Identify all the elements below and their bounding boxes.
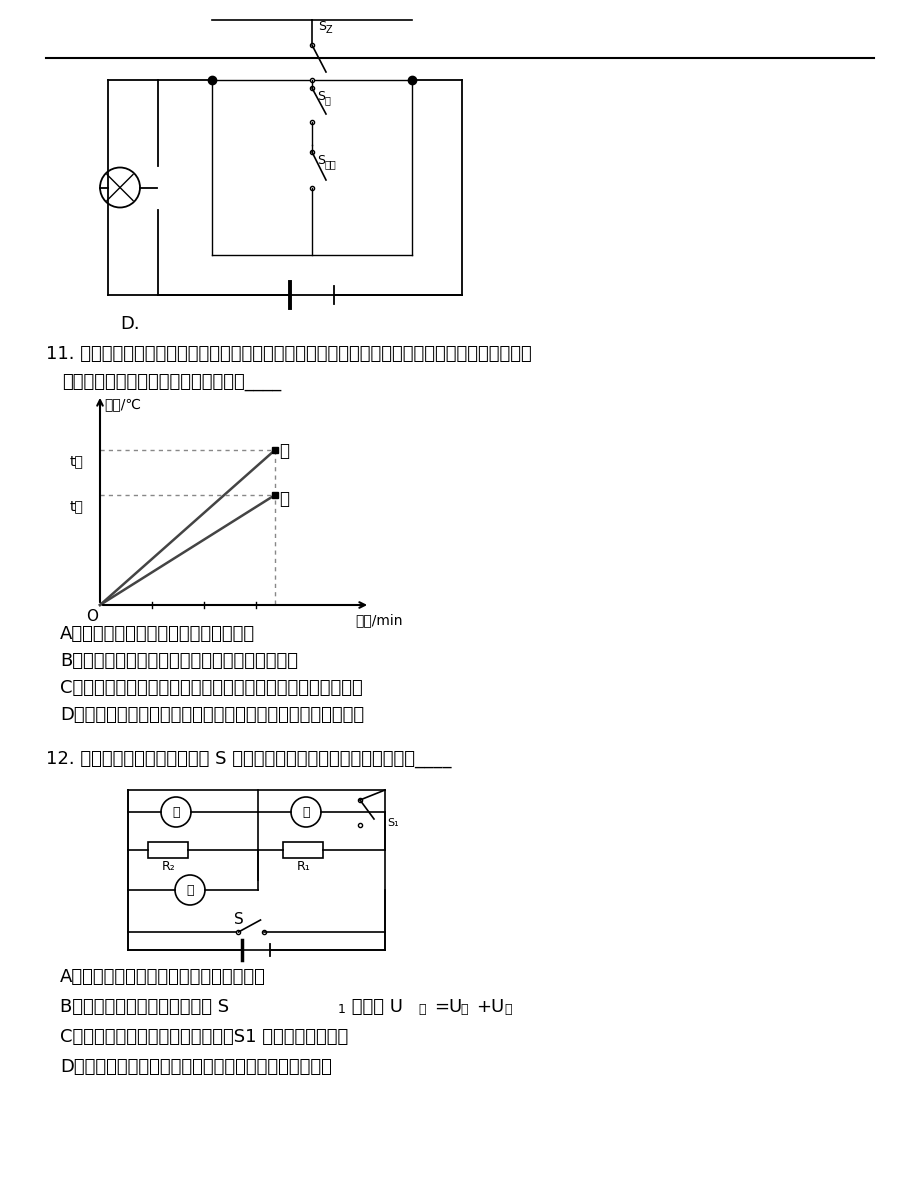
- Text: 乙: 乙: [278, 490, 289, 509]
- Bar: [148, 842, 187, 858]
- Text: 甲: 甲: [324, 95, 331, 105]
- Text: 甲: 甲: [460, 1003, 467, 1016]
- Text: 乙: 乙: [504, 1003, 511, 1016]
- Text: 11. 两个相同的容器分别装有质量相同的甲、乙两种液体，用同一热源分别加热，液体温度与加热时: 11. 两个相同的容器分别装有质量相同的甲、乙两种液体，用同一热源分别加热，液体…: [46, 345, 531, 363]
- Bar: [283, 842, 323, 858]
- Text: A．电路中甲表和乙表可以同时是电流表，: A．电路中甲表和乙表可以同时是电流表，: [60, 968, 266, 986]
- Text: S: S: [317, 91, 324, 102]
- Text: =U: =U: [434, 998, 461, 1016]
- Text: 甲: 甲: [278, 442, 289, 460]
- Text: C．加热相同的时间，甲液体吸收的热量大于乙液体吸收的热量: C．加热相同的时间，甲液体吸收的热量大于乙液体吸收的热量: [60, 679, 362, 697]
- Text: D．加热相同的时间，甲液体温度升高的比乙液体温度升高的多: D．加热相同的时间，甲液体温度升高的比乙液体温度升高的多: [60, 706, 364, 724]
- Text: +U: +U: [475, 998, 504, 1016]
- Text: 丙: 丙: [417, 1003, 425, 1016]
- Text: 丙: 丙: [186, 884, 194, 897]
- Text: S: S: [318, 20, 325, 33]
- Text: 间关系如图所示，下列说法不正确的是____: 间关系如图所示，下列说法不正确的是____: [62, 373, 281, 391]
- Text: D.: D.: [119, 314, 140, 333]
- Text: 1: 1: [337, 1003, 346, 1016]
- Text: S: S: [234, 912, 244, 927]
- Text: A．甲液体的比热容大于乙液体的比热容: A．甲液体的比热容大于乙液体的比热容: [60, 625, 255, 643]
- Text: B．如果升高相同的温度，两液体吸收的热量相同: B．如果升高相同的温度，两液体吸收的热量相同: [60, 651, 298, 671]
- Text: 甲: 甲: [172, 805, 179, 818]
- Text: Z: Z: [325, 25, 333, 35]
- Text: 12. 在如图所示的电路中，开关 S 闭合后下列所列的各种情况中正确的是____: 12. 在如图所示的电路中，开关 S 闭合后下列所列的各种情况中正确的是____: [46, 750, 451, 768]
- Text: S: S: [317, 154, 324, 167]
- Text: 闭合后 U: 闭合后 U: [346, 998, 403, 1016]
- Text: 温度/℃: 温度/℃: [104, 397, 141, 411]
- Text: 馆长: 馆长: [324, 160, 336, 169]
- Text: O: O: [85, 609, 98, 624]
- Text: 乙: 乙: [302, 805, 310, 818]
- Text: B．如甲、乙、丙是电压表，当 S: B．如甲、乙、丙是电压表，当 S: [60, 998, 229, 1016]
- Text: t乙: t乙: [70, 499, 84, 513]
- Text: t甲: t甲: [70, 454, 84, 468]
- Text: D．如果电路是并联电路，则乙表的示数大于丙表的示数: D．如果电路是并联电路，则乙表的示数大于丙表的示数: [60, 1058, 332, 1075]
- Text: R₂: R₂: [162, 860, 176, 873]
- Text: C．如甲是电压表，乙、丙电流表，S1 断开形成串联电路: C．如甲是电压表，乙、丙电流表，S1 断开形成串联电路: [60, 1028, 348, 1046]
- Text: R₁: R₁: [297, 860, 311, 873]
- Text: 时间/min: 时间/min: [355, 613, 403, 626]
- Text: S₁: S₁: [387, 818, 398, 828]
